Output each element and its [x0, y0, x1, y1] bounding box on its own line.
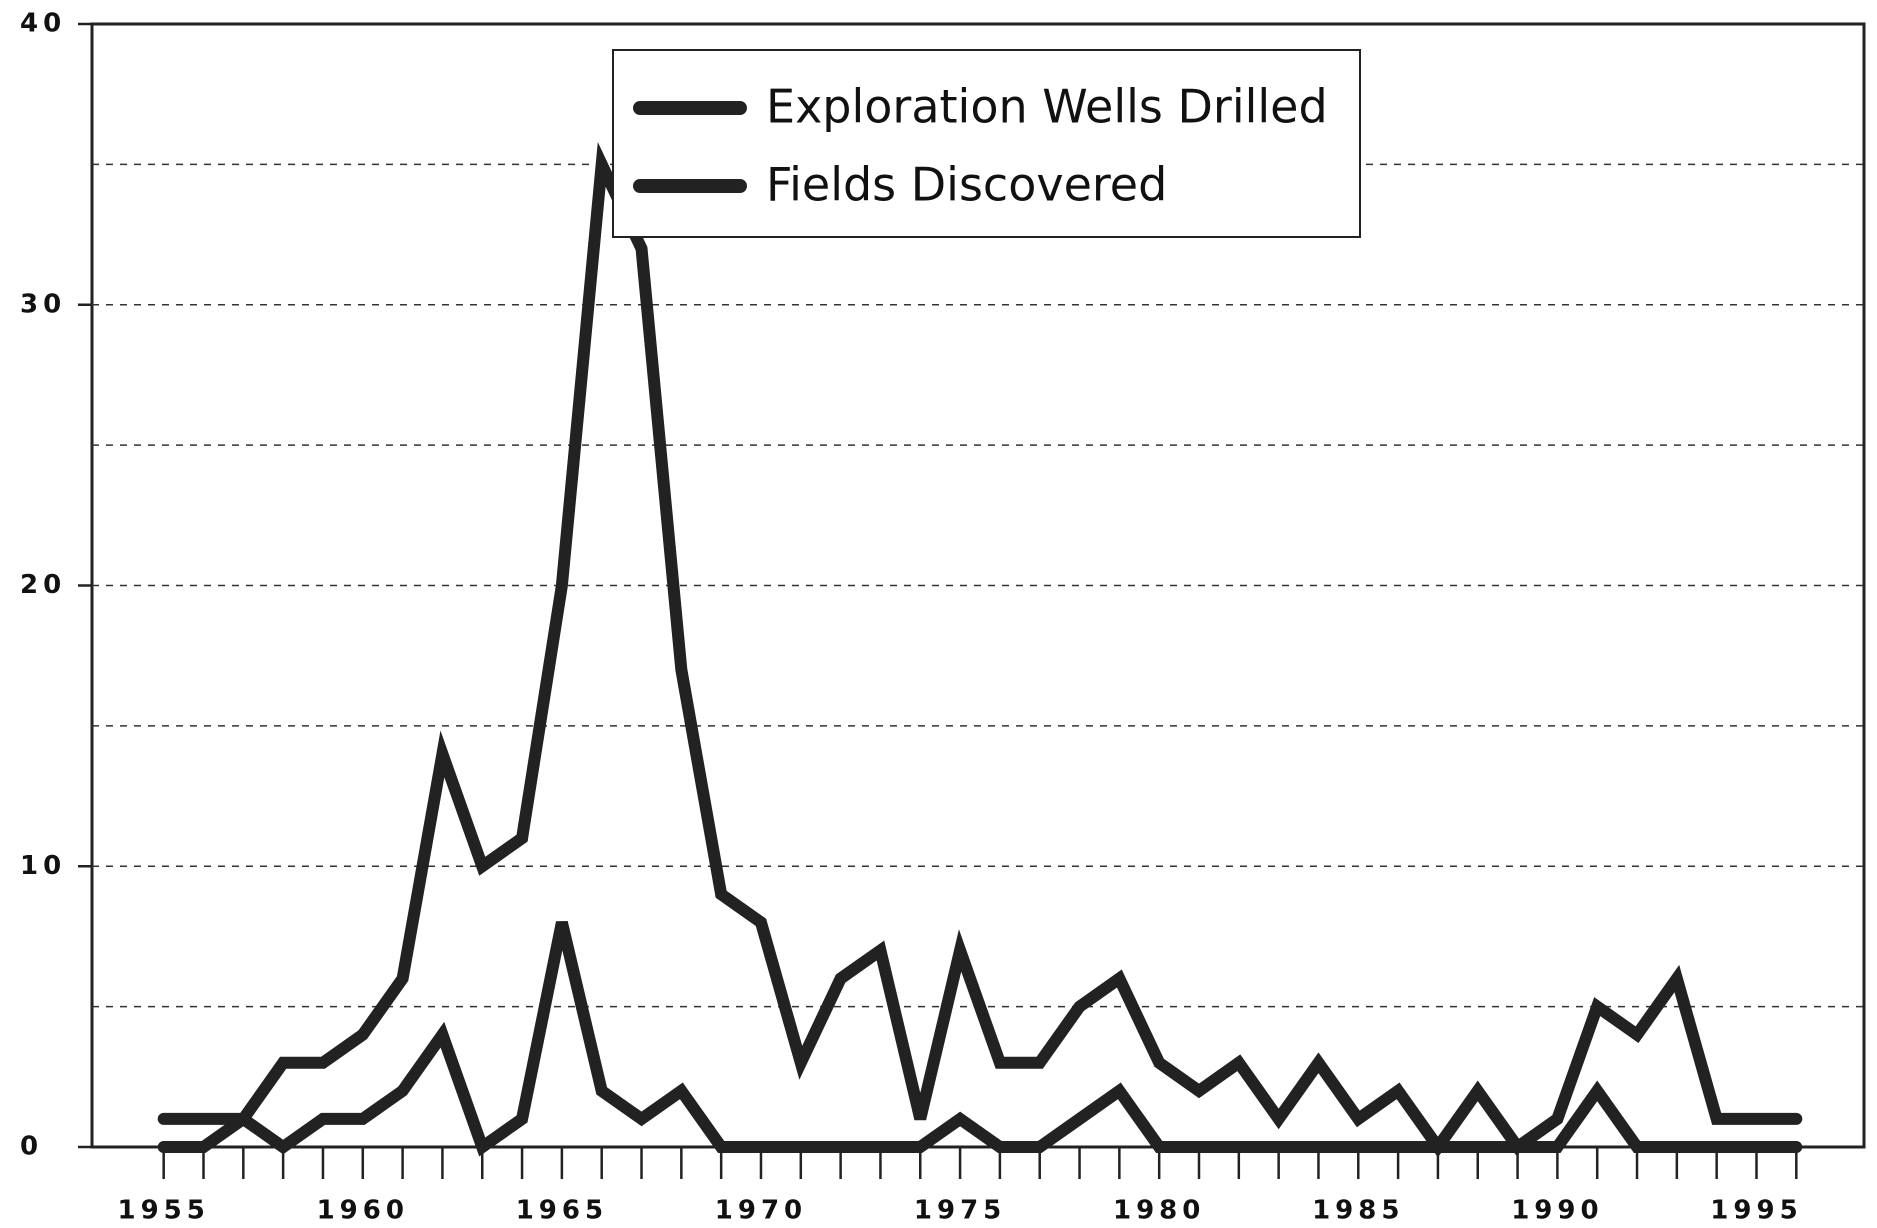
x-tick-label: 1975 [914, 1196, 1006, 1226]
x-tick-label: 1990 [1511, 1196, 1603, 1226]
x-tick-label: 1955 [117, 1196, 209, 1226]
x-tick-label: 1985 [1312, 1196, 1404, 1226]
y-tick-label: 40 [20, 9, 66, 39]
x-tick-label: 1980 [1113, 1196, 1205, 1226]
x-tick-label: 1965 [516, 1196, 608, 1226]
y-tick-label: 30 [20, 289, 66, 319]
x-tick-label: 1995 [1710, 1196, 1802, 1226]
legend-label: Fields Discovered [766, 158, 1167, 212]
x-tick-label: 1970 [715, 1196, 807, 1226]
legend-label: Exploration Wells Drilled [766, 80, 1328, 134]
y-tick-label: 20 [20, 570, 66, 600]
legend-box [612, 49, 1361, 238]
series-line [157, 142, 1803, 1158]
x-tick-label: 1960 [317, 1196, 409, 1226]
y-tick-label: 0 [20, 1132, 43, 1162]
series-line [157, 921, 1803, 1157]
y-tick-label: 10 [20, 851, 66, 881]
